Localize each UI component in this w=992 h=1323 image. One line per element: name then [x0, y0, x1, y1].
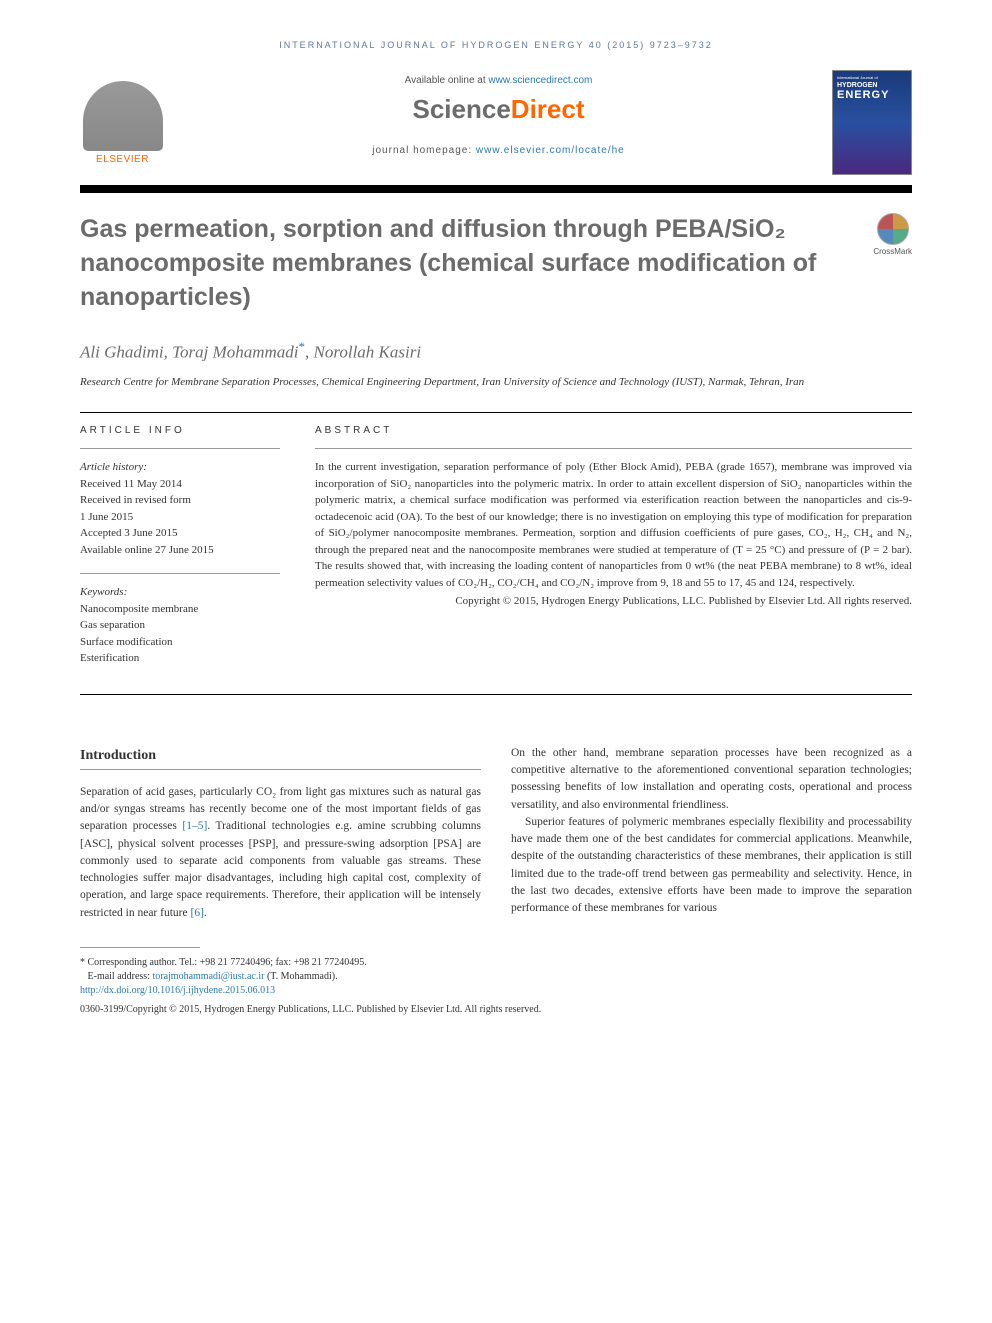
ref-link-1-5[interactable]: [1–5]	[182, 820, 207, 832]
elsevier-logo[interactable]: ELSEVIER	[80, 70, 165, 165]
revised-line-1: Received in revised form	[80, 492, 280, 509]
journal-homepage: journal homepage: www.elsevier.com/locat…	[180, 145, 817, 156]
footnote-separator	[80, 947, 200, 948]
info-abstract-row: ARTICLE INFO Article history: Received 1…	[80, 425, 912, 682]
keywords-block: Keywords: Nanocomposite membrane Gas sep…	[80, 573, 280, 667]
sciencedirect-link[interactable]: www.sciencedirect.com	[488, 75, 592, 86]
doi-link[interactable]: http://dx.doi.org/10.1016/j.ijhydene.201…	[80, 985, 275, 996]
abstract-copyright: Copyright © 2015, Hydrogen Energy Public…	[315, 594, 912, 609]
article-title: Gas permeation, sorption and diffusion t…	[80, 213, 853, 314]
history-block: Article history: Received 11 May 2014 Re…	[80, 448, 280, 558]
keyword-1: Nanocomposite membrane	[80, 601, 280, 618]
abstract: ABSTRACT In the current investigation, s…	[315, 425, 912, 682]
corresponding-marker[interactable]: *	[299, 339, 306, 354]
divider-top	[80, 412, 912, 413]
elsevier-tree-icon	[83, 81, 163, 151]
column-right: On the other hand, membrane separation p…	[511, 745, 912, 922]
divider-bar	[80, 185, 912, 193]
sciencedirect-logo[interactable]: ScienceDirect	[180, 94, 817, 125]
email-link[interactable]: torajmohammadi@iust.ac.ir	[152, 971, 264, 982]
keyword-2: Gas separation	[80, 617, 280, 634]
ref-link-6[interactable]: [6]	[190, 907, 203, 919]
brand-part-1: Science	[413, 94, 511, 124]
keywords-heading: Keywords:	[80, 584, 280, 601]
title-row: Gas permeation, sorption and diffusion t…	[80, 213, 912, 314]
introduction-heading: Introduction	[80, 745, 481, 770]
available-online: Available online at www.sciencedirect.co…	[180, 75, 817, 86]
article-info-label: ARTICLE INFO	[80, 425, 280, 436]
corresponding-author-note: * Corresponding author. Tel.: +98 21 772…	[80, 956, 912, 970]
article-info: ARTICLE INFO Article history: Received 1…	[80, 425, 280, 682]
crossmark-label: CrossMark	[873, 247, 912, 256]
intro-paragraph-3: Superior features of polymeric membranes…	[511, 814, 912, 918]
email-suffix: (T. Mohammadi).	[264, 971, 337, 982]
elsevier-text: ELSEVIER	[96, 154, 149, 165]
available-prefix: Available online at	[405, 75, 489, 86]
body-text: Introduction Separation of acid gases, p…	[80, 745, 912, 922]
email-line: E-mail address: torajmohammadi@iust.ac.i…	[80, 970, 912, 984]
accepted-date: Accepted 3 June 2015	[80, 525, 280, 542]
keyword-3: Surface modification	[80, 634, 280, 651]
author-3: Norollah Kasiri	[314, 343, 422, 362]
crossmark-badge[interactable]: CrossMark	[873, 213, 912, 256]
revised-line-2: 1 June 2015	[80, 509, 280, 526]
history-heading: Article history:	[80, 459, 280, 476]
column-left: Introduction Separation of acid gases, p…	[80, 745, 481, 922]
homepage-link[interactable]: www.elsevier.com/locate/he	[476, 145, 625, 156]
intro-paragraph-2: On the other hand, membrane separation p…	[511, 745, 912, 814]
abstract-label: ABSTRACT	[315, 425, 912, 436]
authors: Ali Ghadimi, Toraj Mohammadi*, Norollah …	[80, 339, 912, 363]
crossmark-icon	[877, 213, 909, 245]
received-date: Received 11 May 2014	[80, 476, 280, 493]
article-page: INTERNATIONAL JOURNAL OF HYDROGEN ENERGY…	[0, 0, 992, 1047]
cover-hydrogen: HYDROGEN	[837, 82, 907, 89]
intro-paragraph-1: Separation of acid gases, particularly C…	[80, 784, 481, 922]
email-label: E-mail address:	[88, 971, 153, 982]
divider-bottom	[80, 694, 912, 695]
brand-part-2: Direct	[511, 94, 585, 124]
copyright-footer: 0360-3199/Copyright © 2015, Hydrogen Ene…	[80, 1003, 912, 1017]
keyword-4: Esterification	[80, 650, 280, 667]
abstract-text: In the current investigation, separation…	[315, 448, 912, 609]
author-1: Ali Ghadimi	[80, 343, 164, 362]
author-2: Toraj Mohammadi	[172, 343, 298, 362]
footnotes: * Corresponding author. Tel.: +98 21 772…	[80, 956, 912, 1017]
cover-subtitle: International Journal of	[837, 75, 907, 80]
affiliation: Research Centre for Membrane Separation …	[80, 375, 912, 390]
homepage-prefix: journal homepage:	[372, 145, 476, 156]
online-date: Available online 27 June 2015	[80, 542, 280, 559]
cover-energy: ENERGY	[837, 89, 907, 101]
running-header: INTERNATIONAL JOURNAL OF HYDROGEN ENERGY…	[80, 40, 912, 50]
abstract-body: In the current investigation, separation…	[315, 461, 912, 589]
header-section: ELSEVIER Available online at www.science…	[80, 70, 912, 175]
journal-cover-thumbnail[interactable]: International Journal of HYDROGEN ENERGY	[832, 70, 912, 175]
center-header: Available online at www.sciencedirect.co…	[180, 70, 817, 156]
